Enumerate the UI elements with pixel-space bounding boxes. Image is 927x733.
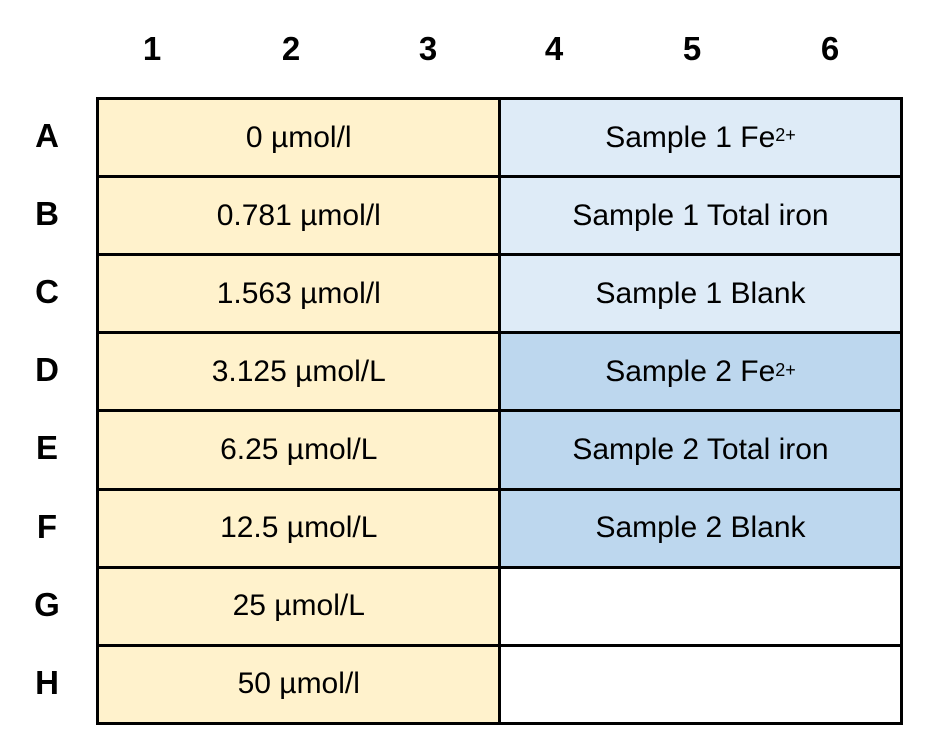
standard-cell-E: 6.25 µmol/L [96,409,502,491]
standard-cell-C: 1.563 µmol/l [96,253,502,335]
sample-cell-H [498,643,903,726]
column-header-6: 6 [820,30,840,67]
sample-cell-D: Sample 2 Fe 2+ [498,331,903,413]
sample-cell-B: Sample 1 Total iron [498,175,903,257]
row-header-D: D [35,351,59,389]
standard-cell-F: 12.5 µmol/L [96,487,502,570]
row-header-A: A [35,117,59,154]
row-header-G: G [34,585,60,623]
sample-cell-E: Sample 2 Total iron [498,409,903,491]
row-header-F: F [36,507,58,545]
standard-cell-H: 50 µmol/l [96,643,502,726]
sample-cell-C: Sample 1 Blank [498,253,903,335]
sample-cell-A: Sample 1 Fe 2+ [498,97,903,179]
standard-cell-A: 0 µmol/l [96,97,502,179]
column-header-3: 3 [418,30,438,67]
row-header-H: H [35,663,59,701]
row-header-B: B [35,195,59,233]
row-header-C: C [35,273,59,311]
standard-cell-D: 3.125 µmol/L [96,331,502,413]
column-header-1: 1 [142,30,162,67]
standard-cell-G: 25 µmol/L [96,565,502,648]
standard-cell-B: 0.781 µmol/l [96,175,502,257]
column-header-4: 4 [544,30,564,67]
row-header-E: E [35,429,58,467]
column-header-2: 2 [281,30,301,67]
sample-cell-G [498,565,903,648]
sample-cell-F: Sample 2 Blank [498,487,903,570]
column-header-5: 5 [682,30,702,67]
